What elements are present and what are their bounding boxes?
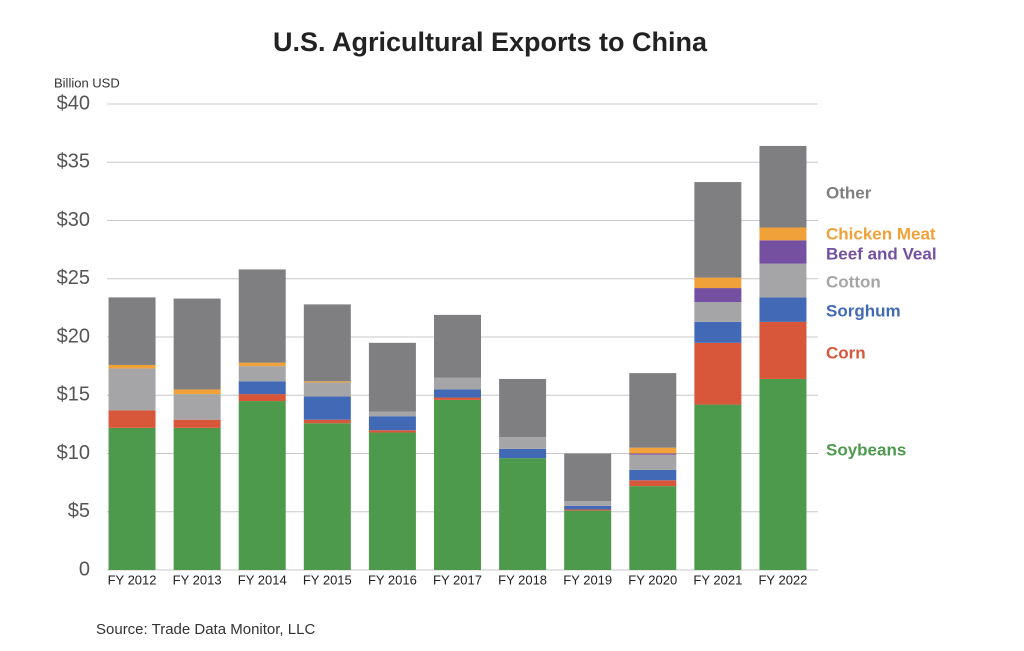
bar-segment (173, 394, 221, 420)
bar-segment (238, 362, 286, 367)
bar-segment (238, 394, 286, 402)
bar-segment (629, 469, 677, 481)
bar-segment (564, 505, 612, 510)
bar-segment (694, 288, 742, 303)
legend-label: Other (826, 183, 872, 202)
bar-segment (629, 480, 677, 487)
bar-segment (368, 411, 416, 417)
bar-segment (564, 509, 612, 511)
x-tick-label: FY 2015 (303, 572, 352, 587)
bar-segment (694, 277, 742, 289)
legend-label: Chicken Meat (826, 224, 936, 243)
bar-segment (759, 263, 807, 298)
bar-segment (564, 510, 612, 570)
bar-segment (238, 401, 286, 570)
y-tick-label: $10 (57, 442, 90, 464)
bar-segment (759, 297, 807, 322)
y-tick-label: $5 (68, 500, 90, 522)
x-tick-label: FY 2019 (563, 572, 612, 587)
source-note: Source: Trade Data Monitor, LLC (96, 621, 315, 638)
bar-segment (759, 227, 807, 241)
legend-label: Corn (826, 343, 866, 362)
bar-segment (173, 298, 221, 390)
bar-segment (108, 368, 156, 411)
bar-segment (759, 145, 807, 228)
chart-title: U.S. Agricultural Exports to China (273, 27, 708, 57)
bar-segment (368, 432, 416, 570)
bar-segment (108, 410, 156, 428)
y-tick-label: $35 (57, 151, 90, 173)
bar-segment (434, 397, 481, 400)
bar-segment (434, 314, 481, 378)
bar-segment (629, 454, 677, 470)
x-tick-label: FY 2014 (238, 572, 287, 587)
x-tick-label: FY 2020 (628, 572, 677, 587)
y-tick-label: $30 (57, 209, 90, 231)
bar-segment (303, 304, 351, 382)
bar-segment (694, 342, 742, 405)
bar-segment (629, 486, 677, 570)
x-tick-label: FY 2021 (693, 572, 742, 587)
bar-segment (564, 501, 612, 506)
bar-segment (173, 427, 221, 570)
bar-segment (108, 427, 156, 570)
bar-segment (238, 381, 286, 395)
bar-segment (173, 419, 221, 428)
x-tick-label: FY 2022 (758, 572, 807, 587)
bar-segment (629, 373, 677, 448)
bar-segment (303, 382, 351, 397)
bar-segment (759, 240, 807, 264)
bar-segment (238, 269, 286, 363)
bar-segment (434, 399, 481, 570)
bar-segment (564, 453, 612, 502)
bar-segment (629, 447, 677, 454)
x-tick-label: FY 2016 (368, 572, 417, 587)
bar-segment (499, 378, 547, 438)
y-tick-label: $25 (57, 267, 90, 289)
bar-segment (694, 404, 742, 570)
bar-segment (303, 423, 351, 570)
bar-segment (499, 448, 547, 459)
legend-label: Sorghum (826, 301, 901, 320)
legend-label: Soybeans (826, 440, 906, 459)
bar-segment (108, 297, 156, 365)
bar-segment (759, 321, 807, 379)
bar-segment (238, 366, 286, 382)
x-tick-label: FY 2013 (173, 572, 222, 587)
bar-segment (434, 389, 481, 398)
legend-label: Cotton (826, 272, 881, 291)
legend-label: Beef and Veal (826, 244, 937, 263)
y-tick-label: $20 (57, 325, 90, 347)
bar-segment (368, 430, 416, 433)
bar-segment (694, 302, 742, 322)
y-tick-label: $40 (57, 92, 90, 114)
x-tick-label: FY 2012 (108, 572, 157, 587)
bar-segment (303, 419, 351, 424)
bar-segment (303, 396, 351, 420)
bar-segment (629, 453, 677, 455)
y-tick-label: $15 (57, 384, 90, 406)
bar-segment (694, 321, 742, 343)
bar-segment (499, 458, 547, 570)
x-tick-label: FY 2017 (433, 572, 482, 587)
bar-segment (694, 182, 742, 278)
bar-segment (368, 342, 416, 412)
x-tick-label: FY 2018 (498, 572, 547, 587)
bar-segment (759, 378, 807, 570)
bar-segment (499, 437, 547, 449)
bar-segment (108, 364, 156, 369)
y-axis-label: Billion USD (54, 75, 120, 90)
bar-segment (173, 389, 221, 395)
y-tick-label: 0 (79, 558, 90, 580)
bar-segment (434, 377, 481, 390)
bar-segment (368, 416, 416, 431)
bar-segment (303, 381, 351, 383)
